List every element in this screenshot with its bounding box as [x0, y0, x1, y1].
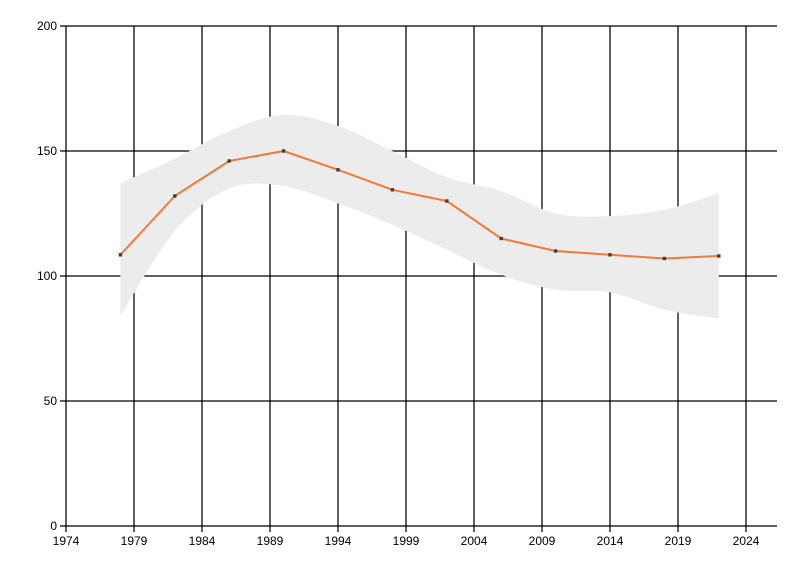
- series-layer: [118, 149, 721, 261]
- data-point-marker: [281, 149, 286, 153]
- axes: [60, 25, 777, 532]
- x-tick-label: 1994: [325, 534, 352, 548]
- y-tick-label: 150: [37, 144, 57, 158]
- series-line: [119, 150, 719, 260]
- data-point-marker: [662, 256, 667, 261]
- data-point-marker: [499, 236, 503, 241]
- data-point-marker: [336, 168, 340, 172]
- y-tick-label: 0: [50, 519, 57, 533]
- data-point-marker: [227, 159, 231, 163]
- data-point-marker: [608, 253, 612, 257]
- x-tick-label: 1984: [189, 534, 216, 548]
- gridlines: [66, 25, 777, 526]
- x-tick-label: 1974: [53, 534, 80, 548]
- y-tick-label: 50: [44, 394, 58, 408]
- tick-labels: 1974 1979 1984 1989 1994 1999 2004 2009 2014 2019…: [37, 19, 760, 548]
- x-tick-label: 1979: [121, 534, 148, 548]
- y-tick-label: 100: [37, 269, 57, 283]
- confidence-band: [120, 114, 719, 319]
- y-tick-label: 200: [37, 19, 57, 33]
- confidence-band-layer: [120, 114, 719, 319]
- data-point-marker: [173, 194, 177, 198]
- x-tick-label: 1999: [393, 534, 420, 548]
- data-point-marker: [553, 249, 558, 253]
- data-point-marker: [717, 254, 721, 258]
- x-tick-label: 1989: [257, 534, 284, 548]
- data-point-marker: [390, 188, 395, 192]
- data-point-marker: [118, 253, 123, 257]
- x-tick-label: 2024: [733, 534, 760, 548]
- x-tick-label: 2009: [529, 534, 556, 548]
- data-point-marker: [445, 199, 449, 203]
- x-tick-label: 2019: [665, 534, 692, 548]
- x-tick-label: 2004: [461, 534, 488, 548]
- x-tick-label: 2014: [597, 534, 624, 548]
